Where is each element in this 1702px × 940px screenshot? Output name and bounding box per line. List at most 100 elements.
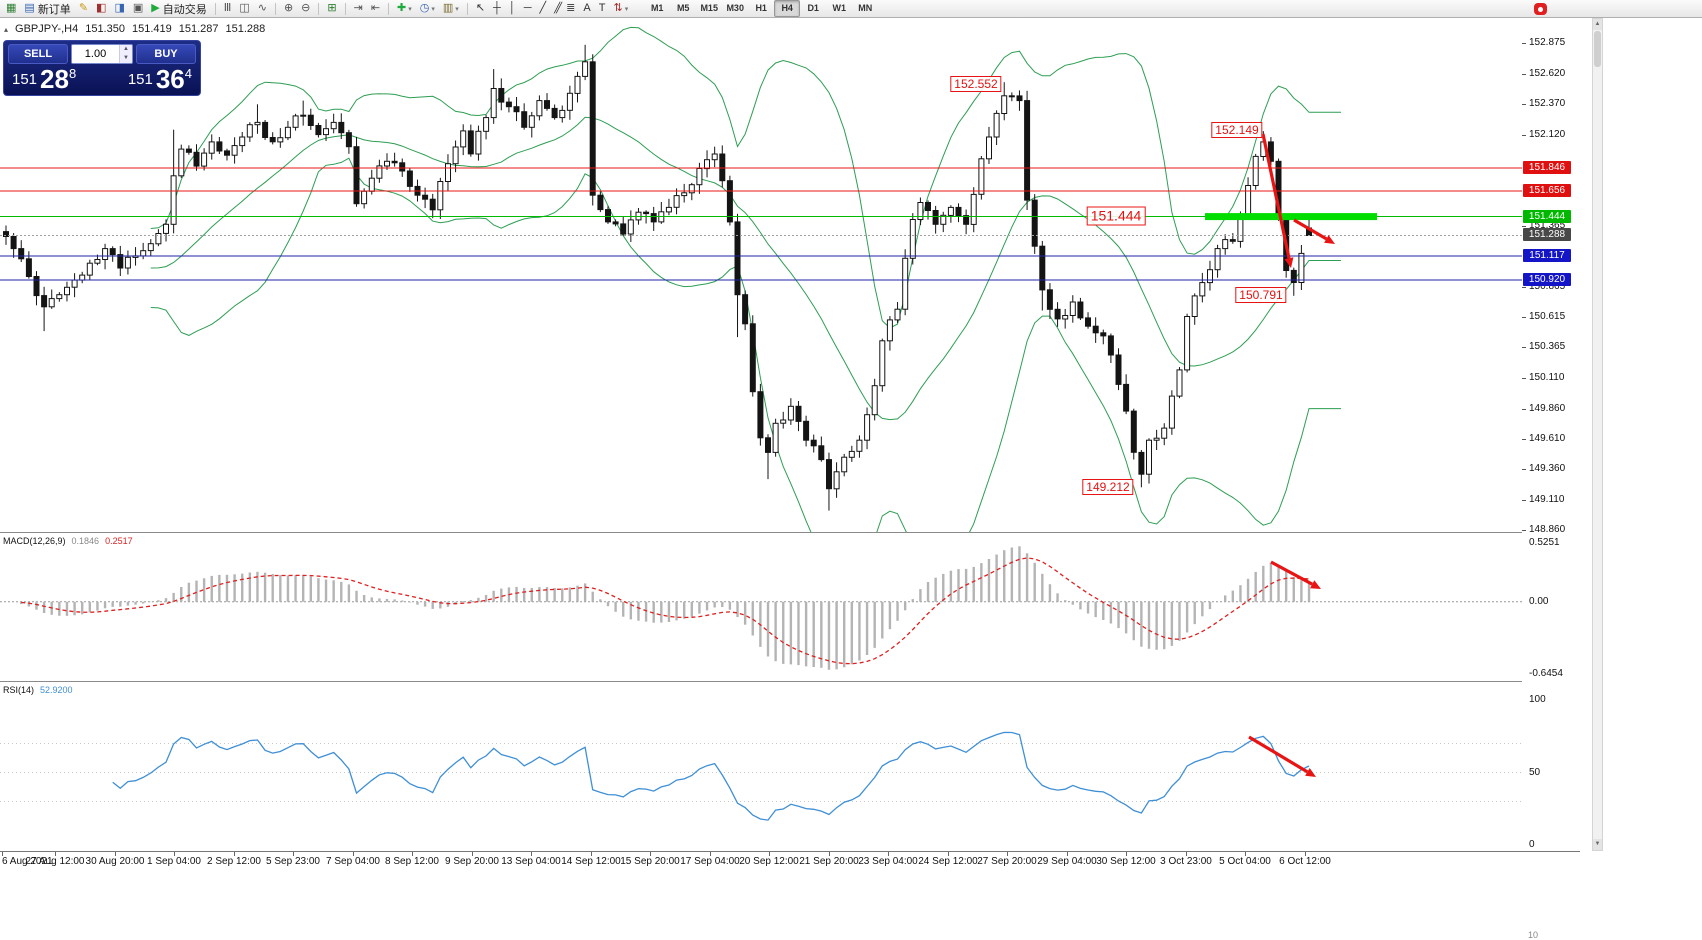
lot-decrease-button[interactable]: ▼	[120, 54, 132, 63]
indicators-icon: ✚	[397, 2, 407, 14]
rsi-panel-canvas[interactable]	[0, 682, 1522, 851]
price-tick-label: 152.120	[1529, 129, 1566, 140]
chart-window[interactable]: ▴ GBPJPY-,H4 151.350 151.419 151.287 151…	[0, 18, 1702, 940]
price-annotation[interactable]: 152.552	[950, 76, 1002, 92]
sell-price[interactable]: 151 28 8	[12, 65, 76, 93]
templates-dropdown-caret[interactable]: ▾	[455, 5, 459, 13]
toolbar-groups: ▦ ▤ 新订单 ✎ ◧ ◨ ▣ ▶ 自动交易 Ⅲ ◫ ∿ ⊕ ⊖ ⊞ ⇥ ⇤ ✚ ▾ ◷ ▾ ▥ ▾ ↖ ┼ │ ─ ╱ ╱╱ ≣ A T ⇅ ▾	[2, 1, 632, 16]
time-tick-mark	[472, 852, 473, 856]
macd-scale-label: 0.5251	[1529, 537, 1560, 548]
cursor-icon[interactable]: ↖	[473, 1, 488, 16]
timeframe-m1[interactable]: M1	[650, 3, 664, 13]
scroll-down-icon[interactable]: ▼	[1593, 839, 1602, 850]
periods-icon[interactable]: ◷ ▾	[417, 1, 438, 16]
toolbar-separator	[344, 2, 346, 15]
time-tick-mark	[2, 852, 3, 856]
one-click-trading-panel: SELL ▲ ▼ BUY 151 28 8 151	[3, 40, 201, 96]
arrows-tool-dropdown-caret[interactable]: ▾	[624, 5, 629, 13]
panel-separator[interactable]	[0, 681, 1580, 682]
price-tick-label: 149.360	[1529, 463, 1566, 474]
time-tick-mark	[591, 852, 592, 856]
data-window-icon[interactable]: ◨	[111, 1, 127, 16]
metaeditor-icon[interactable]: ✎	[76, 1, 91, 16]
arrows-tool-icon[interactable]: ⇅ ▾	[610, 1, 631, 16]
autotrading-button[interactable]: ▶ 自动交易	[148, 1, 209, 16]
equidistant-channel-icon[interactable]: ╱╱	[551, 1, 562, 16]
price-annotation[interactable]: 152.149	[1211, 122, 1263, 138]
price-annotation[interactable]: 151.444	[1086, 206, 1146, 226]
time-tick-label: 7 Sep 04:00	[326, 856, 380, 867]
timeframe-m5[interactable]: M5	[676, 3, 690, 13]
price-tick-label: 149.110	[1529, 494, 1565, 505]
time-tick-mark	[1305, 852, 1306, 856]
bar-chart-mode-icon[interactable]: Ⅲ	[221, 1, 235, 16]
indicators-dropdown-caret[interactable]: ▾	[408, 5, 412, 13]
indicators-icon[interactable]: ✚ ▾	[394, 1, 415, 16]
text-label-icon[interactable]: T	[596, 1, 609, 16]
time-tick-label: 3 Oct 23:00	[1160, 856, 1212, 867]
price-tick-mark	[1522, 409, 1526, 410]
scrollbar-thumb[interactable]	[1594, 31, 1601, 67]
new-order-label: 新订单	[37, 3, 71, 16]
time-tick-mark	[174, 852, 175, 856]
time-tick-mark	[234, 852, 235, 856]
time-axis[interactable]: 6 Aug 2021 27 Aug 12:00 30 Aug 20:00 1 Sep …	[0, 851, 1580, 872]
buy-button[interactable]: BUY	[136, 44, 196, 64]
vertical-scrollbar[interactable]: ▲ ▼	[1592, 18, 1603, 851]
timeframe-h1[interactable]: H1	[755, 3, 767, 13]
time-tick-label: 17 Sep 04:00	[680, 856, 740, 867]
lot-size-input[interactable]	[72, 45, 119, 63]
arrows-tool-icon: ⇅	[613, 2, 623, 14]
candlestick-mode-icon[interactable]: ◫	[236, 1, 252, 16]
time-tick-label: 1 Sep 04:00	[147, 856, 201, 867]
buy-price-pips: 36	[155, 64, 185, 94]
timeframe-m15[interactable]: M15	[700, 3, 718, 13]
sell-price-figure: 151	[12, 71, 38, 88]
periods-dropdown-caret[interactable]: ▾	[431, 5, 435, 13]
time-tick-label: 6 Oct 12:00	[1279, 856, 1331, 867]
notification-icon[interactable]	[1534, 3, 1547, 15]
line-chart-mode-icon[interactable]: ∿	[255, 1, 270, 16]
timeframe-mn[interactable]: MN	[858, 3, 873, 13]
price-annotation[interactable]: 150.791	[1235, 287, 1287, 303]
timeframe-d1[interactable]: D1	[807, 3, 819, 13]
panel-separator[interactable]	[0, 532, 1580, 533]
lot-increase-button[interactable]: ▲	[120, 45, 132, 54]
market-watch-icon[interactable]: ◧	[93, 1, 109, 16]
main-chart-canvas[interactable]	[0, 18, 1522, 532]
timeframe-m30[interactable]: M30	[726, 3, 744, 13]
new-chart-icon[interactable]: ▦	[3, 1, 19, 16]
price-annotation[interactable]: 149.212	[1082, 479, 1134, 495]
chart-shift-icon[interactable]: ⇤	[368, 1, 383, 16]
crosshair-icon[interactable]: ┼	[490, 1, 504, 16]
price-level-badge: 151.288	[1523, 228, 1571, 241]
auto-scroll-icon[interactable]: ⇥	[351, 1, 366, 16]
time-tick-label: 5 Sep 23:00	[266, 856, 320, 867]
price-axis[interactable]: 152.875 152.620 152.370 152.120 151.365 150.8…	[1522, 18, 1600, 871]
templates-icon[interactable]: ▥ ▾	[440, 1, 462, 16]
timeframe-h4[interactable]: H4	[774, 0, 801, 17]
scroll-up-icon[interactable]: ▲	[1593, 19, 1602, 30]
zoom-out-icon[interactable]: ⊖	[298, 1, 313, 16]
price-level-badge: 151.656	[1523, 184, 1571, 197]
price-tick-label: 150.110	[1529, 372, 1565, 383]
trendline-icon[interactable]: ╱	[537, 1, 550, 16]
zoom-out-icon: ⊖	[301, 2, 311, 14]
time-tick-mark	[1126, 852, 1127, 856]
text-icon[interactable]: A	[580, 1, 593, 16]
macd-panel-canvas[interactable]	[0, 533, 1522, 681]
time-tick-mark	[293, 852, 294, 856]
zoom-in-icon[interactable]: ⊕	[281, 1, 296, 16]
periods-icon: ◷	[419, 2, 430, 14]
price-tick-label: 148.860	[1529, 524, 1566, 535]
terminal-icon[interactable]: ▣	[130, 1, 146, 16]
sell-button[interactable]: SELL	[8, 44, 68, 64]
new-order-button[interactable]: ▤ 新订单	[21, 1, 73, 16]
buy-price[interactable]: 151 36 4	[128, 65, 192, 93]
vertical-line-icon[interactable]: │	[506, 1, 519, 16]
fibonacci-icon[interactable]: ≣	[563, 1, 578, 16]
horizontal-line-icon[interactable]: ─	[521, 1, 535, 16]
tile-windows-icon[interactable]: ⊞	[324, 1, 339, 16]
timeframe-w1[interactable]: W1	[832, 3, 846, 13]
